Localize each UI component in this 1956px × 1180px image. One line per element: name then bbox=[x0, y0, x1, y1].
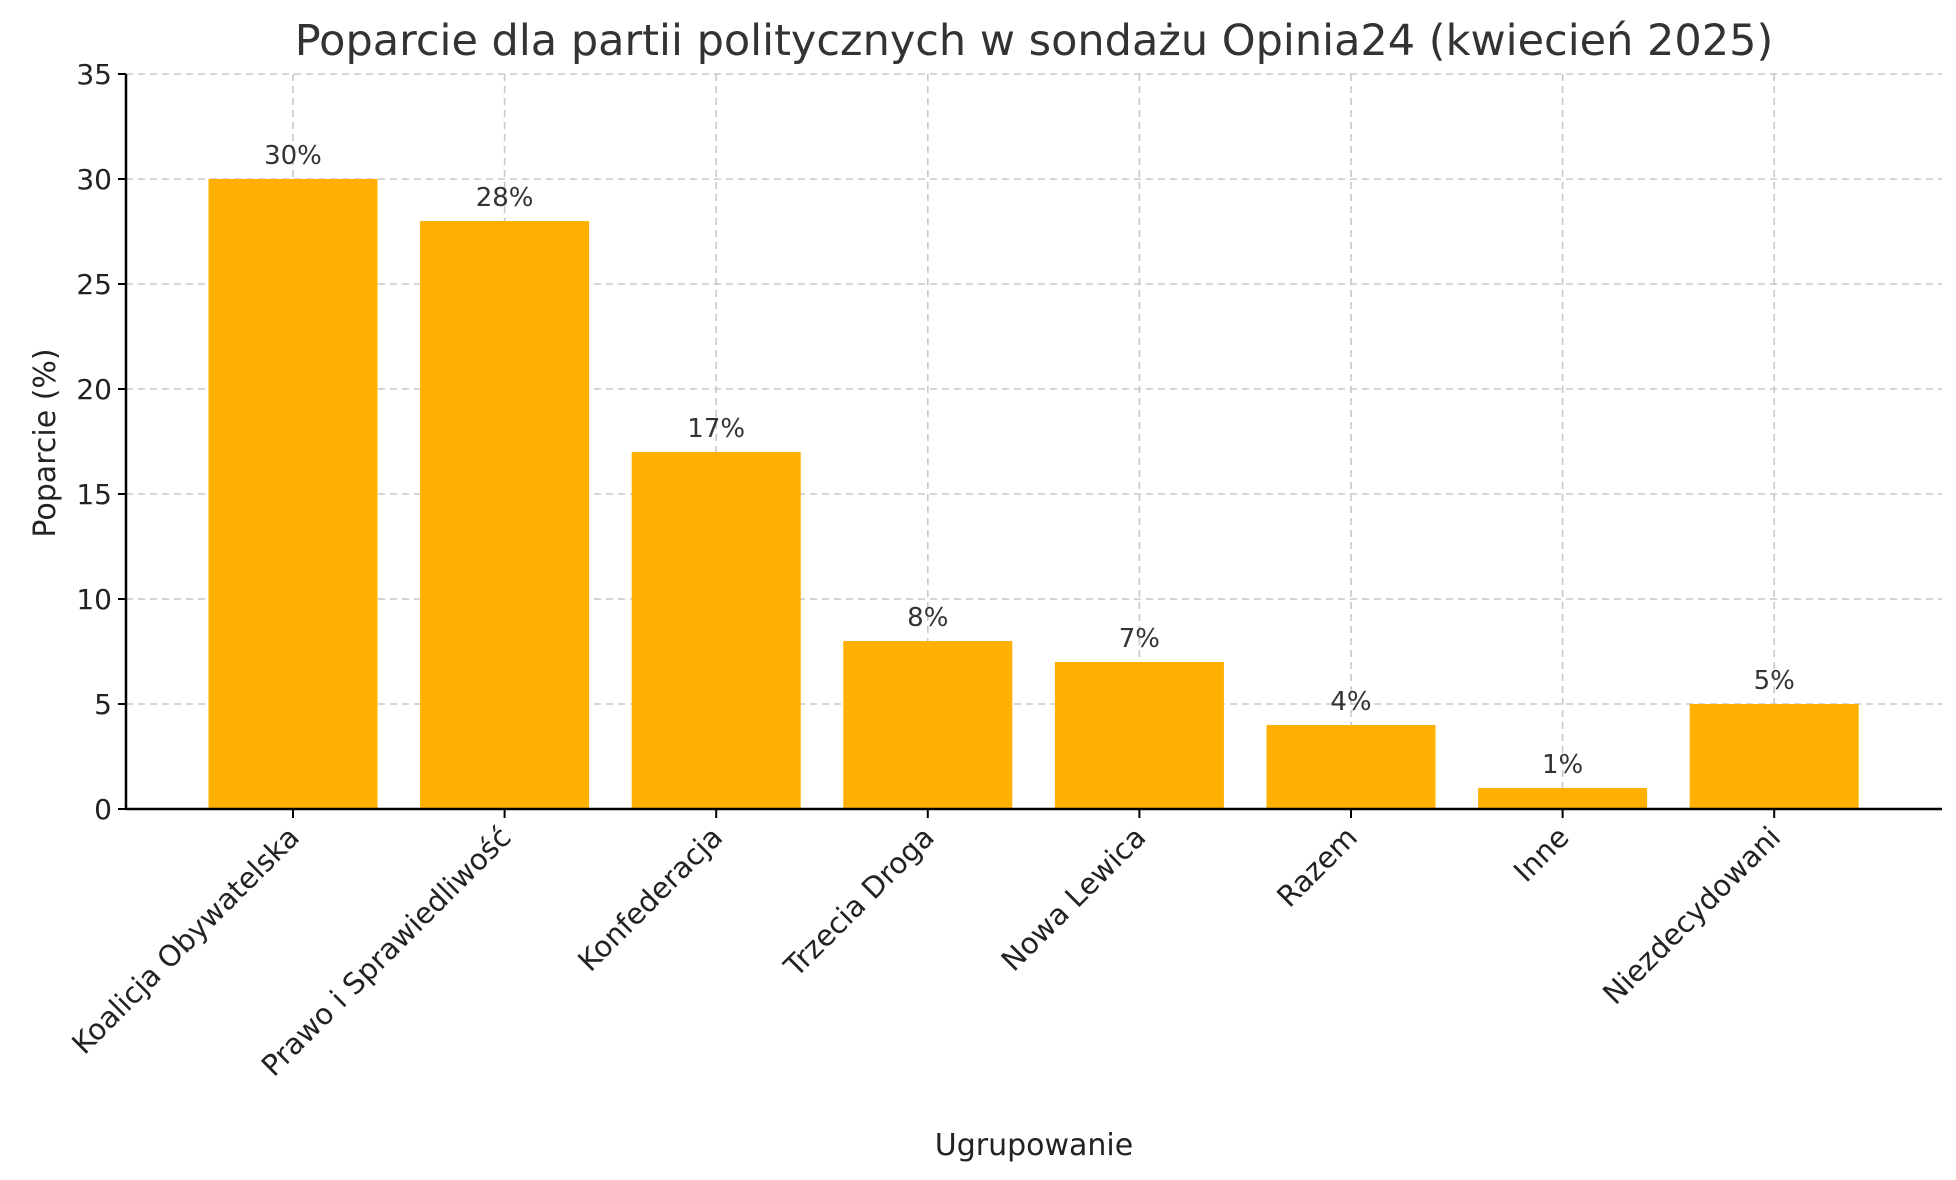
bar-value-label: 17% bbox=[687, 414, 745, 444]
bar-value-label: 4% bbox=[1330, 687, 1371, 717]
x-tick-label: Trzecia Droga bbox=[777, 820, 941, 984]
y-tick-label: 35 bbox=[76, 58, 112, 91]
bar bbox=[631, 452, 801, 809]
y-tick-label: 15 bbox=[76, 478, 112, 511]
grid-lines bbox=[126, 73, 1942, 809]
x-tick-label: Koalicja Obywatelska bbox=[65, 820, 306, 1061]
bar bbox=[1478, 788, 1648, 809]
y-tick-label: 20 bbox=[76, 373, 112, 406]
x-tick-label: Nowa Lewica bbox=[995, 820, 1153, 978]
bar bbox=[1054, 662, 1224, 809]
x-tick-label: Niezdecydowani bbox=[1596, 820, 1787, 1011]
x-tick-label: Inne bbox=[1507, 820, 1576, 889]
y-ticks: 0 5 10 15 20 25 30 35 bbox=[76, 58, 126, 826]
bar bbox=[208, 179, 378, 809]
data-labels: 30% 28% 17% 8% 7% 4% 1% 5% bbox=[264, 141, 1795, 780]
bars bbox=[208, 179, 1859, 809]
y-tick-label: 10 bbox=[76, 583, 112, 616]
axes bbox=[124, 74, 1942, 811]
bar bbox=[843, 641, 1013, 809]
bar bbox=[420, 221, 590, 809]
x-tick-label: Razem bbox=[1270, 820, 1364, 914]
y-tick-label: 0 bbox=[94, 793, 112, 826]
y-tick-label: 25 bbox=[76, 268, 112, 301]
bar-value-label: 28% bbox=[476, 183, 534, 213]
bar-value-label: 7% bbox=[1119, 624, 1160, 654]
x-tick-label: Konfederacja bbox=[571, 820, 729, 978]
x-tick-label: Prawo i Sprawiedliwość bbox=[255, 820, 518, 1083]
y-tick-label: 30 bbox=[76, 163, 112, 196]
bar bbox=[1266, 725, 1436, 809]
bar-value-label: 8% bbox=[907, 603, 948, 633]
chart-title: Poparcie dla partii politycznych w sonda… bbox=[295, 16, 1773, 66]
bar-value-label: 5% bbox=[1754, 666, 1795, 696]
bar bbox=[1689, 704, 1859, 809]
bar-value-label: 1% bbox=[1542, 750, 1583, 780]
x-axis-label: Ugrupowanie bbox=[935, 1128, 1133, 1163]
bar-value-label: 30% bbox=[264, 141, 322, 171]
y-axis-label: Poparcie (%) bbox=[28, 348, 63, 537]
y-tick-label: 5 bbox=[94, 688, 112, 721]
